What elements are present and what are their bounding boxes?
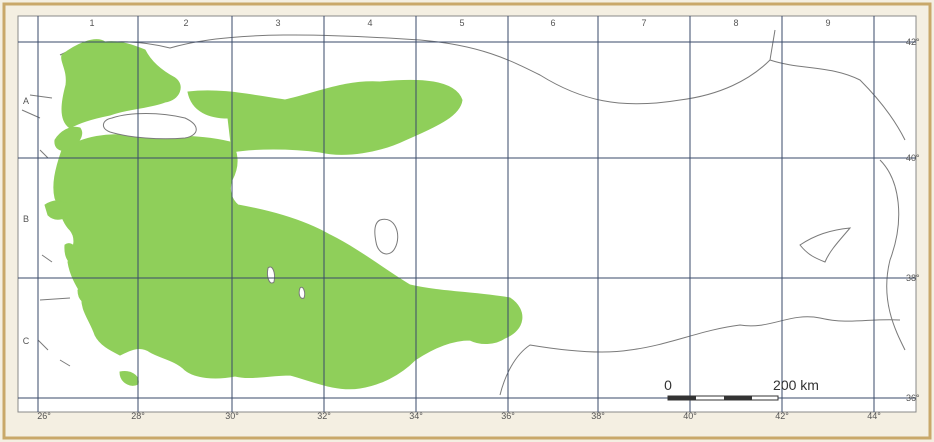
longitude-label: 26° (37, 411, 51, 421)
latitude-label: 38° (906, 273, 920, 283)
grid-column-label: 8 (733, 18, 738, 28)
latitude-label: 40° (906, 153, 920, 163)
longitude-label: 42° (775, 411, 789, 421)
grid (18, 16, 916, 412)
longitude-label: 30° (225, 411, 239, 421)
scale-start-label: 0 (664, 377, 672, 393)
longitude-label: 34° (409, 411, 423, 421)
marmara-sea (103, 113, 197, 140)
latitude-label: 36° (906, 393, 920, 403)
scale-bar-segment (724, 396, 752, 400)
distribution-area (44, 39, 523, 390)
longitude-label: 38° (591, 411, 605, 421)
longitude-label: 36° (501, 411, 515, 421)
grid-column-label: 7 (641, 18, 646, 28)
grid-column-label: 1 (89, 18, 94, 28)
longitude-label: 28° (131, 411, 145, 421)
lake (298, 286, 306, 299)
scale-bar-segment (668, 396, 696, 400)
grid-column-label: 3 (275, 18, 280, 28)
lake (267, 266, 275, 284)
grid-row-label: B (23, 214, 29, 224)
grid-column-label: 2 (183, 18, 188, 28)
scale-bar: 0 200 km (664, 377, 819, 401)
grid-row-label: A (23, 96, 29, 106)
grid-column-label: 6 (550, 18, 555, 28)
latitude-label: 42° (906, 37, 920, 47)
grid-column-label: 9 (825, 18, 830, 28)
grid-column-label: 4 (367, 18, 372, 28)
coastline (21, 29, 906, 396)
longitude-label: 44° (867, 411, 881, 421)
grid-column-label: 5 (459, 18, 464, 28)
longitude-label: 32° (317, 411, 331, 421)
scale-end-label: 200 km (773, 377, 819, 393)
longitude-label: 40° (683, 411, 697, 421)
grid-row-label: C (23, 336, 30, 346)
